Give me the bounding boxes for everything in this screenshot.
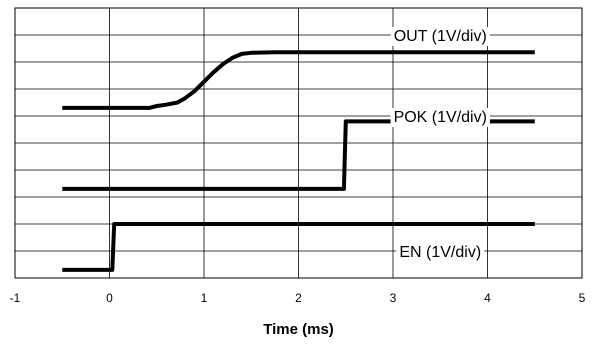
x-tick-label: -1 <box>10 291 21 305</box>
x-tick-labels: -1 0 1 2 3 4 5 <box>10 291 586 305</box>
trace-label-background <box>390 108 490 127</box>
trace-label-en: EN (1V/div) <box>396 243 485 262</box>
x-tick-label: 0 <box>106 291 113 305</box>
x-tick-label: 2 <box>295 291 302 305</box>
trace-label-text: EN (1V/div) <box>399 244 481 261</box>
x-axis-title: Time (ms) <box>263 321 334 338</box>
x-tick-label: 4 <box>484 291 491 305</box>
x-tick-label: 5 <box>579 291 586 305</box>
x-tick-label: 3 <box>390 291 397 305</box>
trace-en <box>62 222 535 272</box>
trace-label-text: POK (1V/div) <box>394 109 487 126</box>
x-tick-label: 1 <box>201 291 208 305</box>
grid <box>15 8 582 278</box>
trace-label-pok: POK (1V/div) <box>390 108 490 127</box>
trace-label-background <box>396 243 485 262</box>
plot-frame <box>14 7 583 279</box>
trace-out <box>62 50 535 110</box>
trace-labels: OUT (1V/div) POK (1V/div) EN (1V/div) <box>390 27 490 262</box>
trace-label-background <box>390 27 490 46</box>
trace-label-text: OUT (1V/div) <box>394 28 487 45</box>
trace-label-out: OUT (1V/div) <box>390 27 490 46</box>
